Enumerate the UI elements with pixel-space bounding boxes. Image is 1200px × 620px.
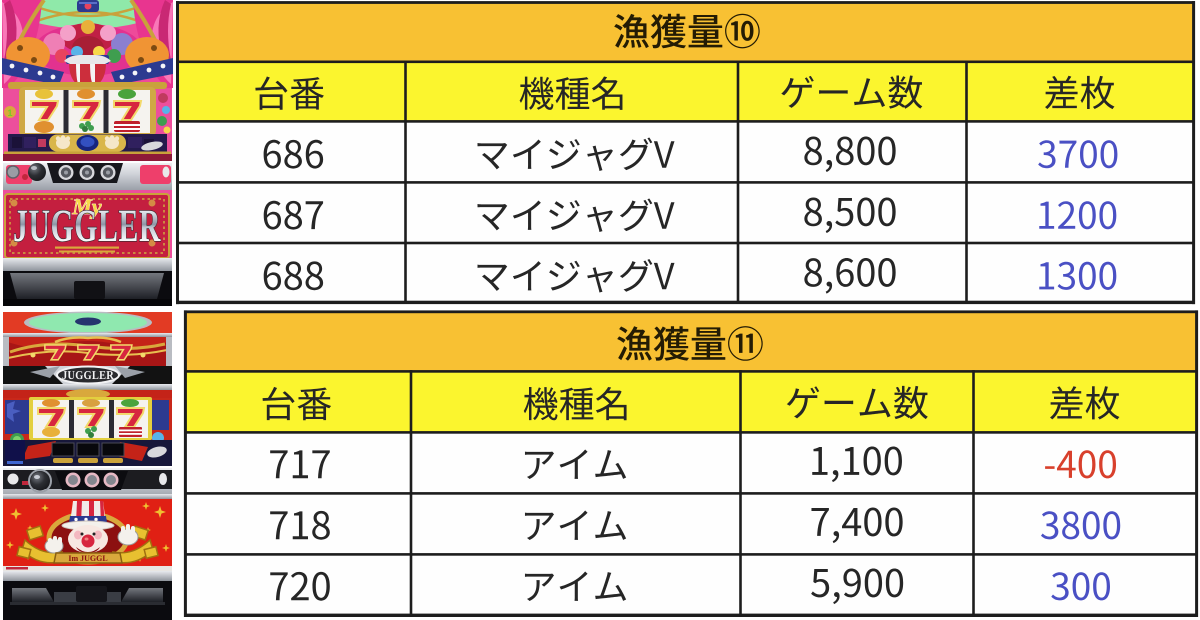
svg-text:1: 1 [7, 108, 12, 118]
svg-text:Im JUGGL: Im JUGGL [68, 554, 107, 563]
